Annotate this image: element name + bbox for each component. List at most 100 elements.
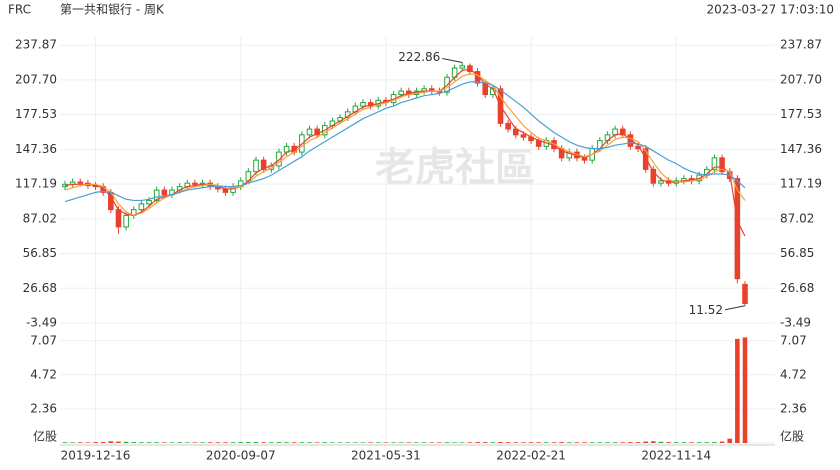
candle-body bbox=[619, 128, 626, 136]
x-tick-label: 2022-02-21 bbox=[496, 449, 566, 463]
volume-bar bbox=[651, 441, 656, 443]
volume-bar bbox=[207, 442, 213, 443]
volume-bar bbox=[131, 442, 137, 443]
volume-bar bbox=[544, 442, 549, 443]
volume-bar bbox=[597, 442, 603, 443]
volume-bar bbox=[444, 442, 450, 443]
y-tick-label: 56.85 bbox=[23, 246, 57, 260]
candle-body bbox=[650, 168, 657, 184]
volume-tick-label-right: 2.36 bbox=[780, 401, 807, 415]
y-tick-label: 147.36 bbox=[15, 142, 57, 156]
y-tick-label: 87.02 bbox=[23, 211, 57, 225]
volume-bar bbox=[93, 442, 98, 443]
candle-body bbox=[398, 90, 404, 96]
volume-bar bbox=[398, 442, 404, 443]
symbol: FRC bbox=[8, 3, 31, 17]
volume-tick-label-right: 7.07 bbox=[780, 333, 807, 347]
volume-bar bbox=[658, 441, 664, 443]
candle-body bbox=[520, 134, 527, 138]
candle-body bbox=[505, 122, 511, 130]
candle-body bbox=[314, 128, 320, 136]
candle-body bbox=[161, 189, 168, 196]
y-tick-label-right: 87.02 bbox=[780, 211, 814, 225]
candle-body bbox=[192, 182, 198, 185]
min-pointer bbox=[724, 305, 746, 311]
volume-bar bbox=[482, 442, 488, 443]
volume-tick-label: 4.72 bbox=[30, 367, 57, 381]
volume-bar bbox=[223, 442, 228, 443]
x-tick-label: 2021-05-31 bbox=[351, 449, 421, 463]
volume-bar bbox=[559, 442, 564, 443]
volume-tick-label: 亿股 bbox=[33, 429, 57, 444]
volume-bar bbox=[246, 442, 251, 443]
volume-bar bbox=[238, 442, 244, 443]
x-tick-label: 2019-12-16 bbox=[61, 449, 131, 463]
candle-body bbox=[253, 159, 259, 173]
y-tick-label-right: 177.53 bbox=[780, 107, 822, 121]
volume-bar bbox=[460, 442, 465, 443]
volume-bar bbox=[490, 442, 496, 443]
volume-bar bbox=[521, 442, 526, 443]
volume-bar bbox=[70, 442, 75, 443]
candle-body bbox=[138, 203, 145, 211]
volume-bar bbox=[498, 441, 503, 443]
volume-bar bbox=[605, 442, 610, 443]
volume-bar bbox=[681, 442, 687, 443]
volume-bar bbox=[414, 442, 419, 443]
volume-tick-label-right: 亿股 bbox=[780, 429, 804, 444]
volume-bar bbox=[291, 442, 297, 443]
volume-bar bbox=[368, 442, 373, 443]
volume-bar bbox=[505, 442, 511, 443]
volume-bar bbox=[528, 442, 534, 443]
y-tick-label-right: 237.87 bbox=[780, 38, 822, 52]
y-tick-label-right: -3.49 bbox=[780, 316, 811, 330]
candle-body bbox=[260, 159, 267, 170]
volume-bar bbox=[429, 442, 435, 443]
volume-bar bbox=[612, 442, 618, 443]
volume-bar bbox=[353, 442, 358, 443]
x-tick-label: 2022-11-14 bbox=[641, 449, 711, 463]
candle-body bbox=[711, 157, 718, 170]
volume-bar bbox=[589, 442, 595, 443]
y-tick-label-right: 147.36 bbox=[780, 142, 822, 156]
volume-bar bbox=[375, 442, 381, 443]
volume-bar bbox=[360, 442, 366, 443]
volume-bar bbox=[689, 442, 694, 443]
y-tick-label: 177.53 bbox=[15, 107, 57, 121]
volume-bar bbox=[261, 442, 266, 443]
volume-bar bbox=[345, 442, 350, 443]
volume-bar bbox=[704, 442, 710, 443]
y-tick-label: 237.87 bbox=[15, 38, 57, 52]
volume-bar bbox=[169, 442, 175, 443]
y-tick-label: 207.70 bbox=[15, 72, 57, 86]
candle-body bbox=[742, 283, 748, 304]
candle-body bbox=[146, 199, 152, 205]
volume-bar bbox=[467, 442, 473, 443]
volume-tick-label: 7.07 bbox=[30, 333, 57, 347]
volume-tick-label-right: 4.72 bbox=[780, 367, 807, 381]
volume-bar bbox=[253, 442, 259, 443]
volume-bar bbox=[666, 442, 671, 443]
candle-body bbox=[719, 157, 725, 173]
x-tick-label: 2020-09-07 bbox=[206, 449, 276, 463]
volume-bar bbox=[139, 442, 144, 443]
volume-bar bbox=[574, 442, 580, 443]
volume-bar bbox=[635, 442, 641, 443]
volume-bar bbox=[284, 442, 289, 443]
volume-bar bbox=[307, 442, 312, 443]
volume-bar bbox=[673, 442, 679, 443]
candle-body bbox=[115, 209, 122, 228]
volume-bar bbox=[85, 442, 91, 443]
candle-body bbox=[306, 128, 313, 136]
volume-bar bbox=[406, 442, 412, 443]
volume-bar bbox=[582, 442, 587, 443]
volume-bar bbox=[330, 442, 335, 443]
volume-tick-label: 2.36 bbox=[30, 401, 57, 415]
volume-bar bbox=[643, 441, 648, 443]
volume-bar bbox=[391, 442, 396, 443]
moving-average-line bbox=[64, 81, 746, 203]
volume-bar bbox=[383, 442, 389, 443]
candle-body bbox=[734, 178, 741, 280]
